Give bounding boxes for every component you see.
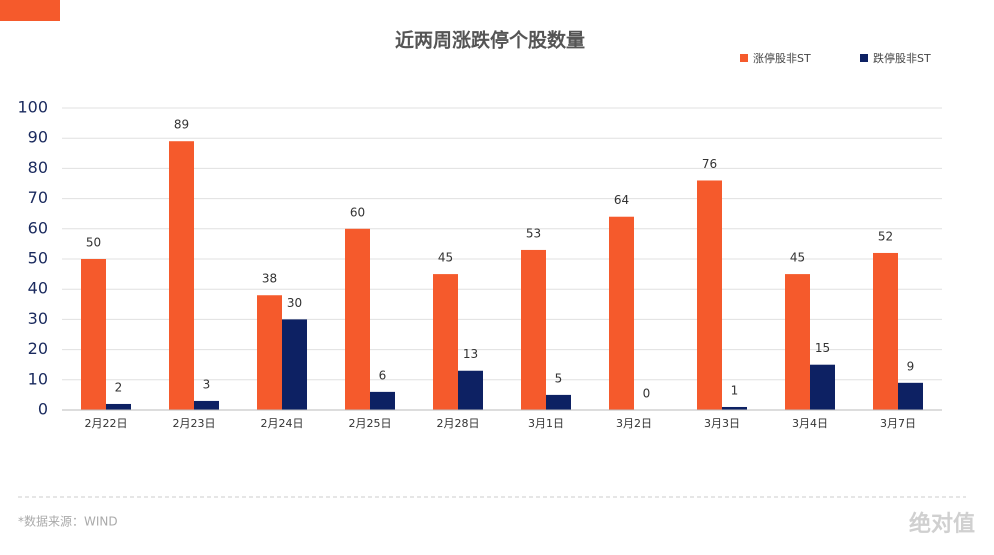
data-label: 45 xyxy=(790,251,805,265)
chart-title: 近两周涨跌停个股数量 xyxy=(395,29,585,52)
bar xyxy=(106,403,131,410)
bar xyxy=(873,252,898,410)
x-tick-label: 3月4日 xyxy=(792,417,828,430)
x-tick-label: 3月3日 xyxy=(704,417,740,430)
x-tick-label: 2月24日 xyxy=(261,417,304,430)
bar xyxy=(194,400,219,410)
corner-accent xyxy=(0,0,60,21)
y-tick-label: 70 xyxy=(28,188,48,207)
x-tick-label: 2月23日 xyxy=(173,417,216,430)
bar xyxy=(81,259,106,410)
x-tick-label: 3月2日 xyxy=(616,417,652,430)
legend-label: 跌停股非ST xyxy=(873,51,931,65)
legend-label: 涨停股非ST xyxy=(753,51,811,65)
data-label: 5 xyxy=(555,371,563,385)
data-label: 89 xyxy=(174,118,189,132)
data-label: 9 xyxy=(907,359,915,373)
bar xyxy=(521,249,546,410)
bar xyxy=(370,391,395,410)
data-label: 30 xyxy=(287,296,302,310)
x-tick-label: 3月7日 xyxy=(880,417,916,430)
data-label: 76 xyxy=(702,157,717,171)
legend-swatch xyxy=(740,54,748,62)
data-label: 45 xyxy=(438,251,453,265)
data-label: 52 xyxy=(878,229,893,243)
y-tick-label: 30 xyxy=(28,309,48,328)
x-tick-label: 2月25日 xyxy=(349,417,392,430)
bar xyxy=(169,141,194,410)
bar xyxy=(345,228,370,410)
bar xyxy=(722,406,747,410)
y-tick-label: 40 xyxy=(28,279,48,298)
source-note: *数据来源：WIND xyxy=(18,514,118,529)
x-tick-label: 3月1日 xyxy=(528,417,564,430)
bar xyxy=(810,364,835,410)
watermark: 绝对值 xyxy=(909,511,975,537)
legend-swatch xyxy=(860,54,868,62)
data-label: 15 xyxy=(815,341,830,355)
bar xyxy=(458,370,483,410)
y-tick-label: 60 xyxy=(28,218,48,237)
y-tick-label: 20 xyxy=(28,339,48,358)
data-label: 1 xyxy=(731,383,739,397)
bar xyxy=(282,319,307,410)
bar xyxy=(898,382,923,410)
data-label: 2 xyxy=(115,380,123,394)
bar xyxy=(546,394,571,410)
data-label: 6 xyxy=(379,368,387,382)
y-tick-label: 50 xyxy=(28,249,48,268)
data-label: 0 xyxy=(643,387,651,401)
x-tick-label: 2月28日 xyxy=(437,417,480,430)
bar xyxy=(433,274,458,410)
data-label: 53 xyxy=(526,226,541,240)
bar xyxy=(785,274,810,410)
bar xyxy=(697,180,722,410)
y-tick-label: 0 xyxy=(38,400,48,419)
bar xyxy=(609,216,634,410)
data-label: 3 xyxy=(203,377,211,391)
data-label: 38 xyxy=(262,272,277,286)
data-label: 60 xyxy=(350,205,365,219)
y-tick-label: 10 xyxy=(28,369,48,388)
data-label: 50 xyxy=(86,236,101,250)
data-label: 64 xyxy=(614,193,629,207)
x-tick-label: 2月22日 xyxy=(85,417,128,430)
bar xyxy=(257,295,282,410)
y-tick-label: 100 xyxy=(17,98,48,117)
y-tick-label: 80 xyxy=(28,158,48,177)
data-label: 13 xyxy=(463,347,478,361)
y-tick-label: 90 xyxy=(28,128,48,147)
